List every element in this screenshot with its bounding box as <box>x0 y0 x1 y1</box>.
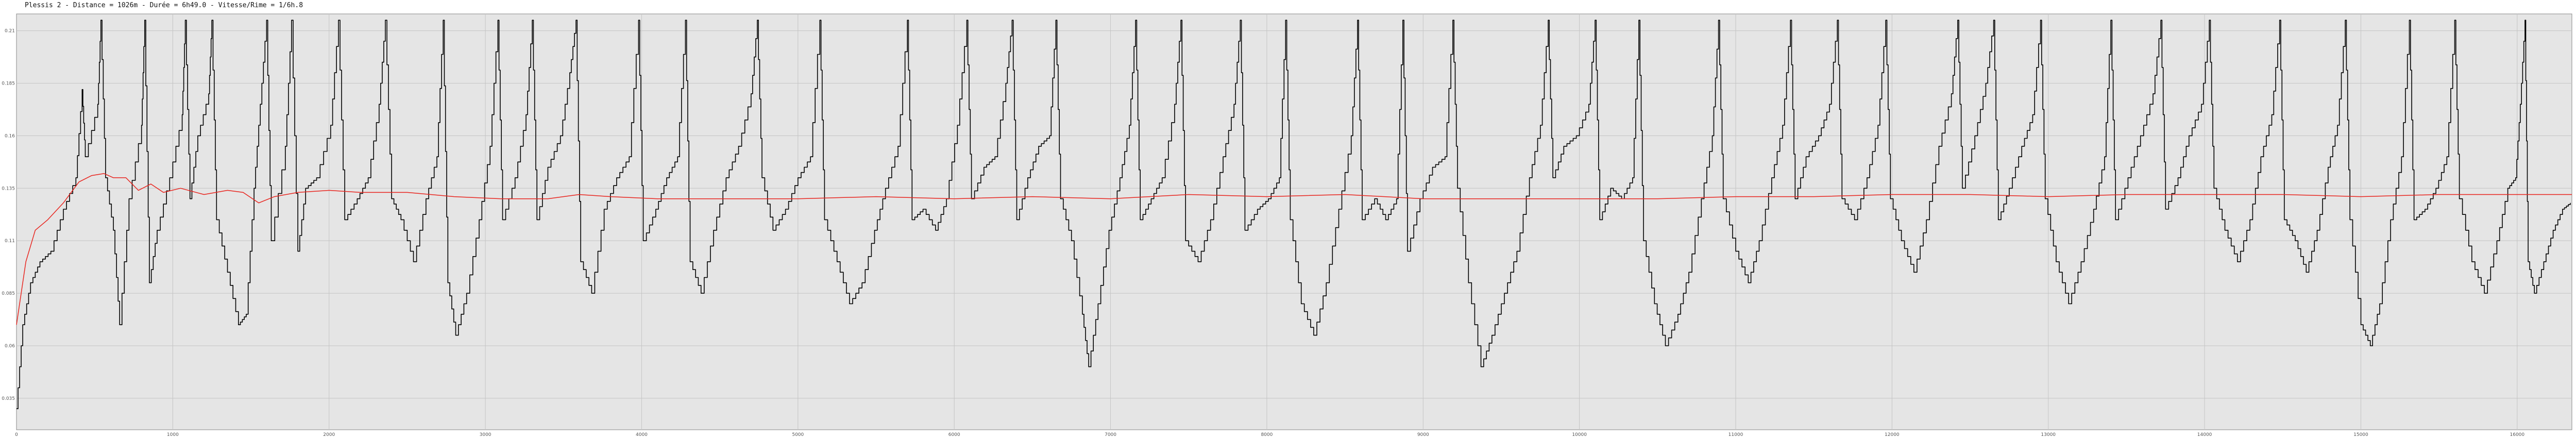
x-tick-label: 2000 <box>323 432 335 437</box>
y-tick-label: 0.185 <box>2 81 15 87</box>
series-group <box>16 20 2572 409</box>
plot-area <box>16 13 2572 430</box>
y-tick-label: 0.135 <box>2 186 15 191</box>
y-tick-label: 0.085 <box>2 291 15 296</box>
y-tick-label: 0.035 <box>2 396 15 401</box>
x-tick-label: 16000 <box>2510 432 2525 437</box>
grid-lines <box>16 14 2572 430</box>
x-tick-label: 1000 <box>167 432 179 437</box>
signal-series-line <box>16 20 2571 409</box>
x-tick-label: 14000 <box>2197 432 2212 437</box>
average-series-line <box>16 173 2572 325</box>
y-tick-label: 0.06 <box>5 344 15 349</box>
y-tick-label: 0.21 <box>5 29 15 34</box>
x-tick-label: 11000 <box>1728 432 1743 437</box>
x-tick-label: 12000 <box>1885 432 1900 437</box>
x-tick-label: 4000 <box>636 432 648 437</box>
chart-title: Plessis 2 - Distance = 1026m - Durée = 6… <box>25 2 303 9</box>
x-tick-label: 9000 <box>1417 432 1429 437</box>
y-tick-label: 0.16 <box>5 133 15 139</box>
x-tick-label: 13000 <box>2041 432 2056 437</box>
x-tick-label: 8000 <box>1261 432 1273 437</box>
x-tick-label: 0 <box>15 432 18 437</box>
tick-labels: 0 1000 2000 3000 4000 5000 6000 7000 8000 9000 100… <box>2 29 2524 437</box>
x-tick-label: 10000 <box>1572 432 1587 437</box>
x-tick-label: 15000 <box>2353 432 2368 437</box>
y-tick-label: 0.11 <box>5 239 15 244</box>
x-tick-label: 3000 <box>480 432 492 437</box>
x-tick-label: 7000 <box>1105 432 1116 437</box>
x-tick-label: 5000 <box>792 432 804 437</box>
x-tick-label: 6000 <box>948 432 960 437</box>
